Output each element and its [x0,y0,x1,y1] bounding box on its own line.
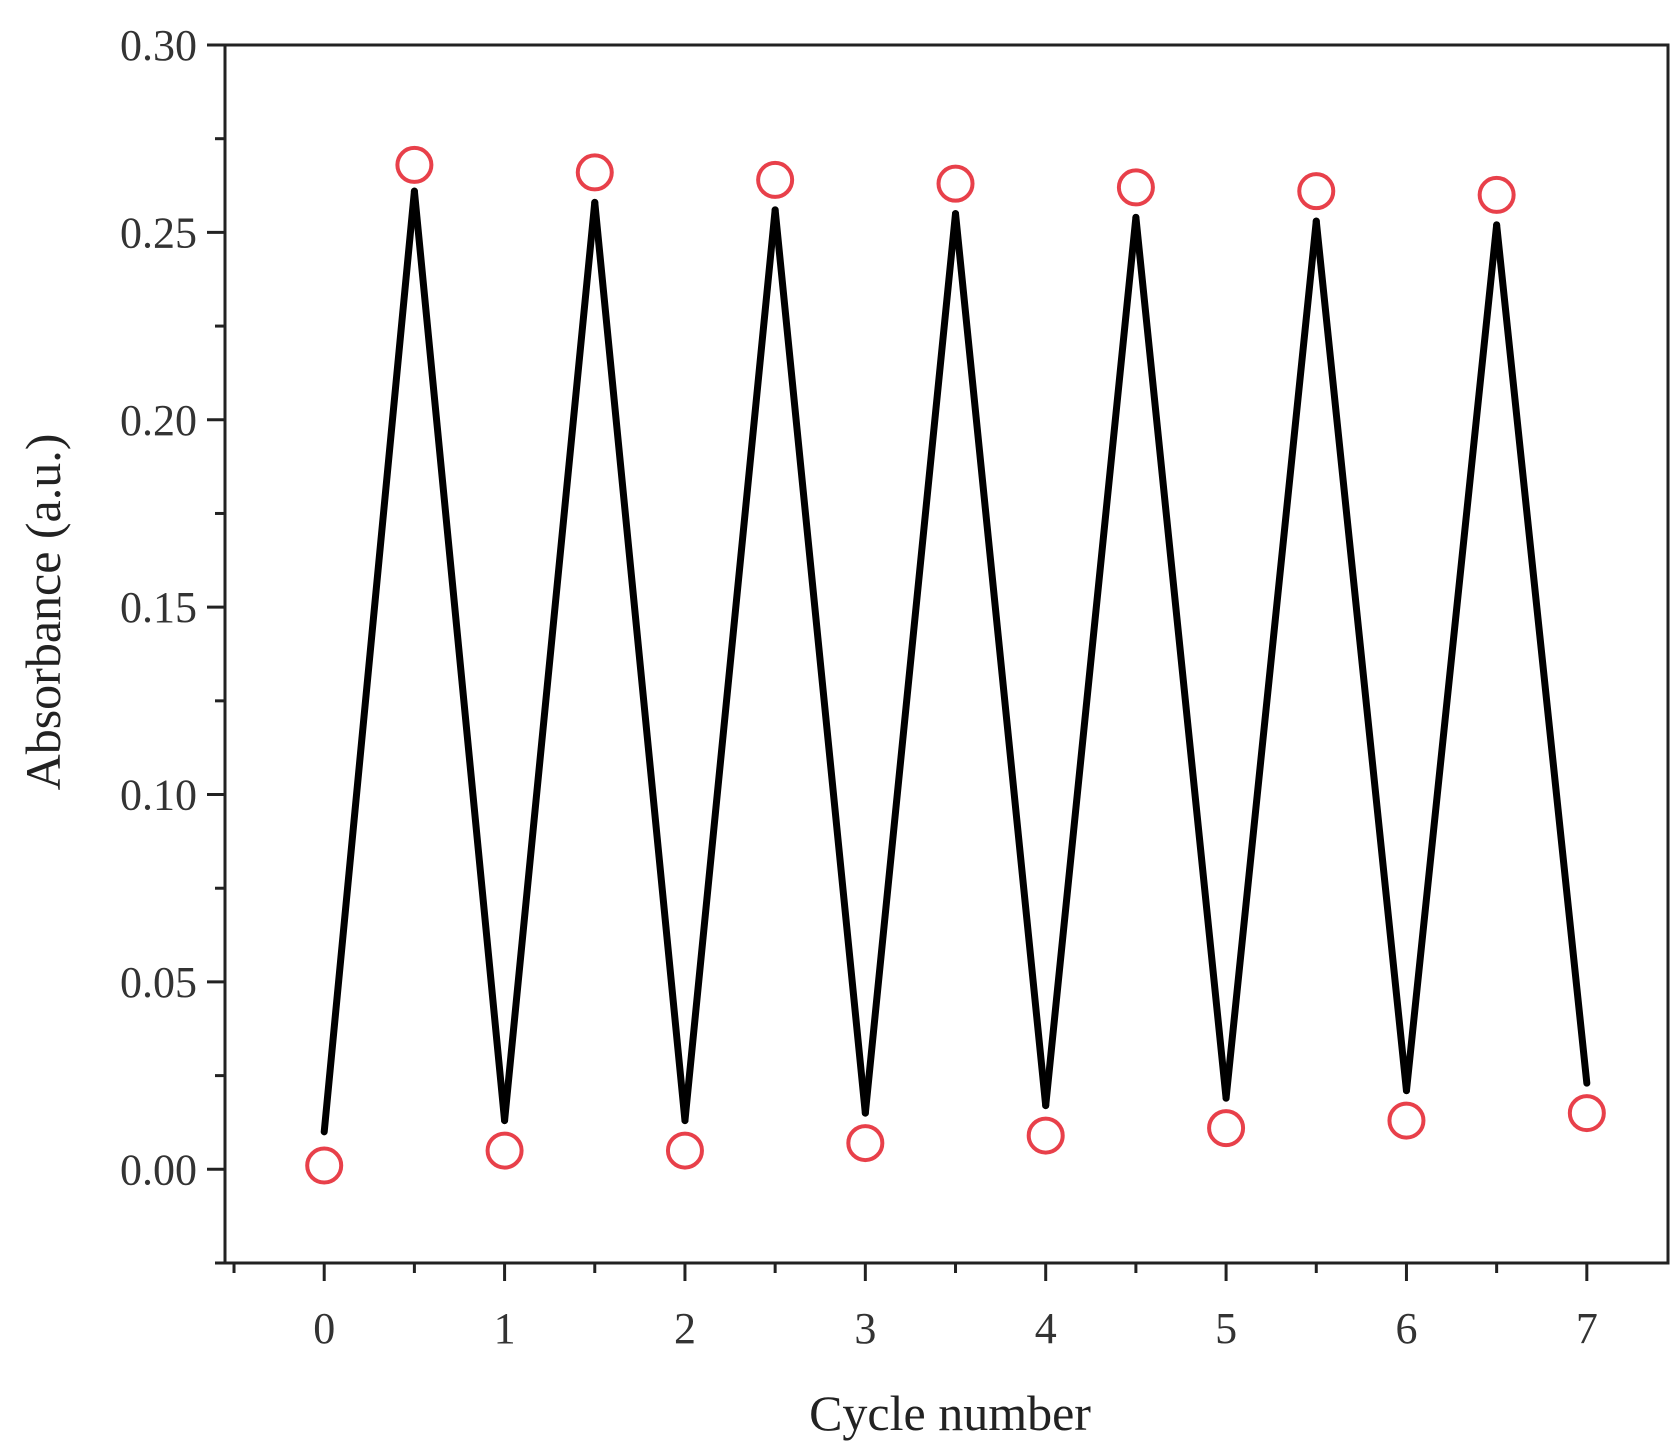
series-line-segment [1493,221,1591,1087]
data-point-marker [305,1146,344,1185]
y-tick-label: 0.15 [120,583,197,632]
data-point-marker [1297,172,1336,211]
series-line-segment [1042,213,1140,1110]
data-point-marker [395,145,434,184]
x-tick-label: 6 [1395,1304,1417,1353]
data-point-marker [575,153,614,192]
x-tick-label: 4 [1035,1304,1057,1353]
x-tick-label: 7 [1576,1304,1598,1353]
data-point-marker [665,1131,704,1170]
y-tick-label: 0.20 [120,396,197,445]
series-line-segment [591,198,689,1125]
data-point-marker [1026,1116,1065,1155]
y-tick-label: 0.00 [120,1145,197,1194]
series-line-segment [501,198,599,1125]
x-tick-label: 2 [674,1304,696,1353]
axes-layer: 0.00 0.05 0.10 0.15 0.20 0.25 0.30 0 1 2 3 4 5 6 7 [120,21,1670,1353]
y-tick-label: 0.10 [120,771,197,820]
x-tick-label: 3 [854,1304,876,1353]
data-point-marker [1207,1109,1246,1148]
series-line-segment [1312,217,1410,1095]
series-line-segment [681,206,779,1125]
series-line-segment [320,187,418,1136]
y-axis-title: Absorbance (a.u.) [15,434,71,791]
line-layer [320,187,1591,1136]
data-point-marker [936,164,975,203]
y-tick-label: 0.25 [120,208,197,257]
data-point-marker [485,1131,524,1170]
series-line-segment [952,210,1050,1110]
y-tick-label: 0.05 [120,958,197,1007]
x-tick-label: 0 [313,1304,335,1353]
x-axis-title: Cycle number [809,1385,1091,1441]
series-line-segment [1222,217,1320,1102]
data-point-marker [756,160,795,199]
marker-layer [305,145,1606,1185]
data-point-marker [1387,1101,1426,1140]
series-line-segment [771,206,869,1117]
y-tick-label: 0.30 [120,21,197,70]
series-line-segment [861,210,960,1117]
series-line-segment [1132,213,1230,1102]
series-line-segment [1402,221,1501,1095]
data-point-marker [1567,1094,1606,1133]
data-point-marker [1477,175,1516,214]
series-line-segment [410,187,509,1125]
data-point-marker [846,1124,885,1163]
x-tick-label: 1 [494,1304,516,1353]
plot-frame [223,43,1670,1265]
x-tick-label: 5 [1215,1304,1237,1353]
data-point-marker [1116,168,1155,207]
